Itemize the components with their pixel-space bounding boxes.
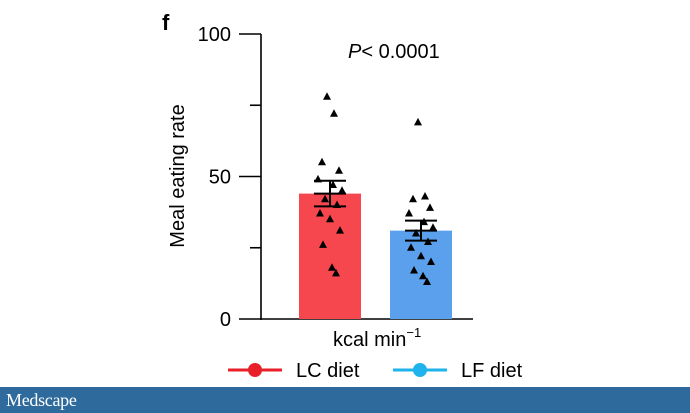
y-tick-label: 50 <box>209 167 231 189</box>
y-tick-label: 100 <box>198 24 231 46</box>
data-point <box>318 157 326 166</box>
data-point <box>429 223 437 231</box>
bars <box>299 193 452 319</box>
data-point <box>328 263 336 271</box>
bar-lf <box>390 230 452 319</box>
legend-marker-lc <box>248 363 262 377</box>
p-value-text: < 0.0001 <box>361 41 439 63</box>
p-value-annotation: P< 0.0001 <box>348 41 440 63</box>
data-point <box>412 229 420 237</box>
data-point <box>316 209 324 217</box>
data-point <box>407 243 415 251</box>
y-axis-title: Meal eating rate <box>167 104 189 247</box>
data-point <box>421 191 429 200</box>
legend-label-lc: LC diet <box>296 360 360 382</box>
x-axis-title: kcal min−1 <box>333 325 421 351</box>
data-point <box>423 277 431 285</box>
data-point <box>427 257 435 265</box>
data-point <box>409 194 417 203</box>
data-point <box>426 203 434 211</box>
data-point <box>319 240 327 248</box>
x-axis-title-superscript: −1 <box>406 325 421 340</box>
panel-label: f <box>162 10 170 35</box>
medscape-logo: Medscape <box>6 390 77 410</box>
y-ticks: 0 50 100 <box>198 24 261 331</box>
bar-chart: f Meal eating rate 0 50 100 P< 0.0001 kcal… <box>162 10 523 382</box>
data-point <box>417 251 425 260</box>
error-bars <box>314 179 437 242</box>
data-point <box>330 109 338 117</box>
data-point <box>336 226 344 234</box>
data-point <box>419 271 427 280</box>
data-point <box>321 194 329 203</box>
data-point <box>332 268 340 277</box>
data-point <box>323 92 331 100</box>
x-axis-title-main: kcal min <box>333 329 406 351</box>
data-point <box>335 166 343 174</box>
legend-marker-lf <box>413 363 427 377</box>
legend-label-lf: LF diet <box>461 360 523 382</box>
data-point <box>414 117 422 126</box>
p-value-symbol: P <box>348 41 362 63</box>
data-point <box>338 186 346 194</box>
data-point <box>326 214 334 223</box>
footer-bar: Medscape <box>0 387 690 413</box>
legend: LC diet LF diet <box>228 360 523 382</box>
bar-lc <box>299 193 361 319</box>
y-tick-label: 0 <box>220 309 231 331</box>
data-point <box>405 209 413 217</box>
data-point <box>410 266 418 274</box>
